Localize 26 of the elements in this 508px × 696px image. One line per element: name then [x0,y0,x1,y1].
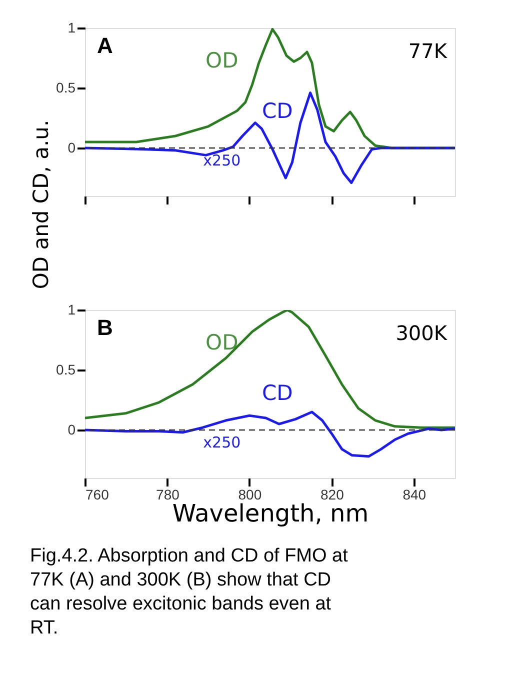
line-series [85,410,455,458]
caption: Fig.4.2. Absorption and CD of FMO at 77K (A) and 300K (B) show that CD can resolve excitonic bands even at RT. [30,546,349,638]
y-tick-label: 0.5 [56,362,76,378]
x-tick-label: 840 [402,486,426,502]
annotation: B [97,315,113,340]
y-tick-label: 0 [68,140,76,156]
annotation: 300K [396,321,448,345]
y-axis-title: OD and CD, a.u. [29,120,54,290]
x-tick-label: 780 [156,486,180,502]
line-series [85,310,455,429]
annotation: x250 [203,152,241,170]
y-tick-label: 0.5 [56,80,76,96]
y-tick-label: 1 [68,302,76,318]
y-tick-label: 0 [68,422,76,438]
x-tick-label: 760 [86,486,110,502]
annotation: 77K [408,39,448,63]
annotation: CD [262,381,293,405]
x-tick-label: 800 [238,486,262,502]
annotation: A [97,33,113,58]
y-tick-label: 1 [68,20,76,36]
annotation: OD [206,48,238,73]
x-axis-title: Wavelength, nm [172,500,369,528]
annotation: x250 [203,434,241,452]
annotation: OD [206,330,238,355]
x-tick-label: 820 [320,486,344,502]
annotation: CD [262,99,293,123]
